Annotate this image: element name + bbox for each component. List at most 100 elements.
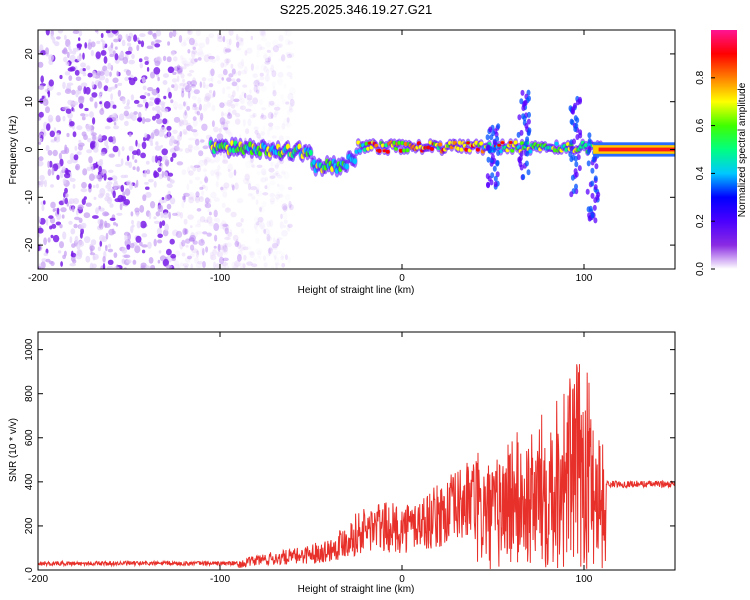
spectrogram-noise-cell (75, 165, 79, 170)
spectrogram-noise-cell (277, 43, 284, 48)
spectrogram-noise-cell (120, 158, 124, 166)
spectrogram-burst-cell (594, 163, 599, 170)
spectrogram-noise-cell (266, 234, 271, 242)
spectrogram-band-core (353, 158, 357, 165)
spectrogram-noise-cell (281, 123, 286, 130)
spectrogram-noise-cell (173, 56, 178, 62)
spectrogram-noise-cell (224, 221, 227, 230)
spectrogram-noise-cell (38, 227, 44, 234)
spectrogram-noise-cell (183, 39, 187, 46)
spectrogram-noise-cell (71, 243, 76, 249)
spectrogram-noise-cell (74, 69, 80, 76)
spectrogram-noise-cell (148, 101, 154, 107)
spectrogram-noise-cell (60, 150, 67, 155)
spectrogram-noise-cell (101, 107, 104, 111)
spectrogram-noise-cell (77, 85, 83, 91)
spectrogram-noise-cell (258, 206, 265, 214)
spectrogram-noise-cell (224, 242, 228, 248)
spectrogram-noise-cell (261, 113, 264, 119)
spectrogram-noise-cell (240, 105, 246, 111)
spectrogram-noise-cell (160, 212, 164, 218)
spectrogram-noise-cell (105, 245, 108, 252)
spectrogram-noise-cell (161, 170, 165, 178)
spectrogram-noise-cell (267, 111, 274, 120)
spectrogram-noise-cell (76, 43, 83, 48)
spectrogram-noise-cell (181, 119, 188, 126)
spectrogram-noise-cell (204, 173, 207, 182)
spectrogram-noise-cell (176, 140, 180, 146)
spectrogram-noise-cell (287, 92, 294, 101)
spectrogram-noise-cell (55, 221, 62, 226)
spectrogram-noise-cell (144, 61, 149, 65)
spectrogram-noise-cell (157, 259, 161, 264)
spectrogram-noise-cell (140, 220, 147, 229)
spectrogram-noise-cell (267, 236, 273, 242)
spectrogram-noise-cell (215, 171, 222, 176)
spectrogram-noise-cell (64, 197, 68, 205)
spectrogram-noise-cell (274, 239, 281, 244)
spectrogram-noise-cell (256, 89, 260, 94)
spectrogram-noise-cell (162, 229, 169, 237)
spectrogram-noise-cell (178, 148, 183, 152)
spectrogram-noise-cell (255, 183, 260, 190)
spectrogram-noise-cell (40, 75, 44, 83)
spectrogram-burst-cell (495, 171, 500, 178)
spectrogram-noise-cell (252, 97, 258, 105)
spectrogram-noise-cell (103, 56, 108, 64)
spectrogram-noise-cell (175, 230, 183, 238)
spectrogram-band-core (528, 149, 533, 154)
spectrogram-noise-cell (157, 160, 161, 166)
spectrogram-noise-cell (192, 103, 197, 108)
spectrogram-noise-cell (81, 131, 87, 137)
spectrogram-noise-cell (276, 238, 280, 247)
spectrogram-noise-cell (141, 76, 146, 84)
spectrogram-noise-cell (41, 205, 45, 212)
spectrogram-noise-cell (151, 155, 156, 163)
spectrogram-noise-cell (155, 211, 161, 217)
spectrogram-noise-cell (174, 106, 178, 111)
spectrogram-noise-cell (181, 252, 186, 257)
spectrogram-x-label: Height of straight line (km) (298, 285, 415, 296)
spectrogram-noise-cell (227, 231, 233, 237)
spectrogram-noise-cell (234, 71, 238, 77)
spectrogram-noise-cell (261, 37, 268, 42)
spectrogram-noise-cell (107, 259, 114, 265)
spectrogram-burst-cell (489, 179, 494, 186)
spectrogram-noise-cell (48, 260, 54, 265)
spectrogram-noise-cell (173, 66, 180, 72)
spectrogram-noise-cell (157, 239, 163, 244)
spectrogram-noise-cell (222, 224, 230, 231)
spectrogram-noise-cell (141, 141, 147, 150)
spectrogram-noise-cell (259, 46, 266, 50)
spectrogram-noise-cell (202, 248, 205, 256)
spectrogram-noise-cell (109, 53, 115, 58)
spectrogram-noise-cell (238, 39, 244, 47)
spectrogram-noise-cell (213, 208, 218, 217)
spectrogram-noise-cell (217, 32, 223, 40)
spectrogram-noise-cell (267, 247, 273, 254)
spectrogram-burst-cell (569, 118, 574, 125)
spectrogram-noise-cell (141, 244, 149, 248)
spectrogram-noise-cell (62, 106, 68, 111)
spectrogram-noise-cell (71, 206, 75, 213)
spectrogram-noise-cell (198, 159, 205, 167)
spectrogram-noise-cell (164, 223, 169, 232)
spectrogram-noise-cell (255, 65, 260, 70)
spectrogram-noise-cell (220, 121, 225, 129)
spectrogram-noise-cell (218, 256, 225, 265)
spectrogram-noise-cell (105, 77, 109, 84)
snr-frame (37, 331, 676, 571)
spectrogram-noise-cell (154, 60, 161, 67)
colorbar-tick-label: 0.6 (695, 118, 706, 132)
spectrogram-noise-cell (273, 112, 278, 118)
spectrogram-noise-cell (217, 73, 224, 79)
spectrogram-noise-cell (221, 202, 226, 208)
spectrogram-noise-cell (183, 131, 188, 136)
spectrogram-noise-cell (157, 76, 160, 82)
spectrogram-noise-cell (89, 262, 94, 269)
spectrogram-noise-cell (45, 30, 50, 36)
spectrogram-noise-cell (201, 77, 207, 82)
spectrogram-noise-cell (270, 265, 274, 269)
snr-y-tick-label: 0 (24, 567, 35, 573)
spectrogram-noise-cell (269, 175, 276, 179)
